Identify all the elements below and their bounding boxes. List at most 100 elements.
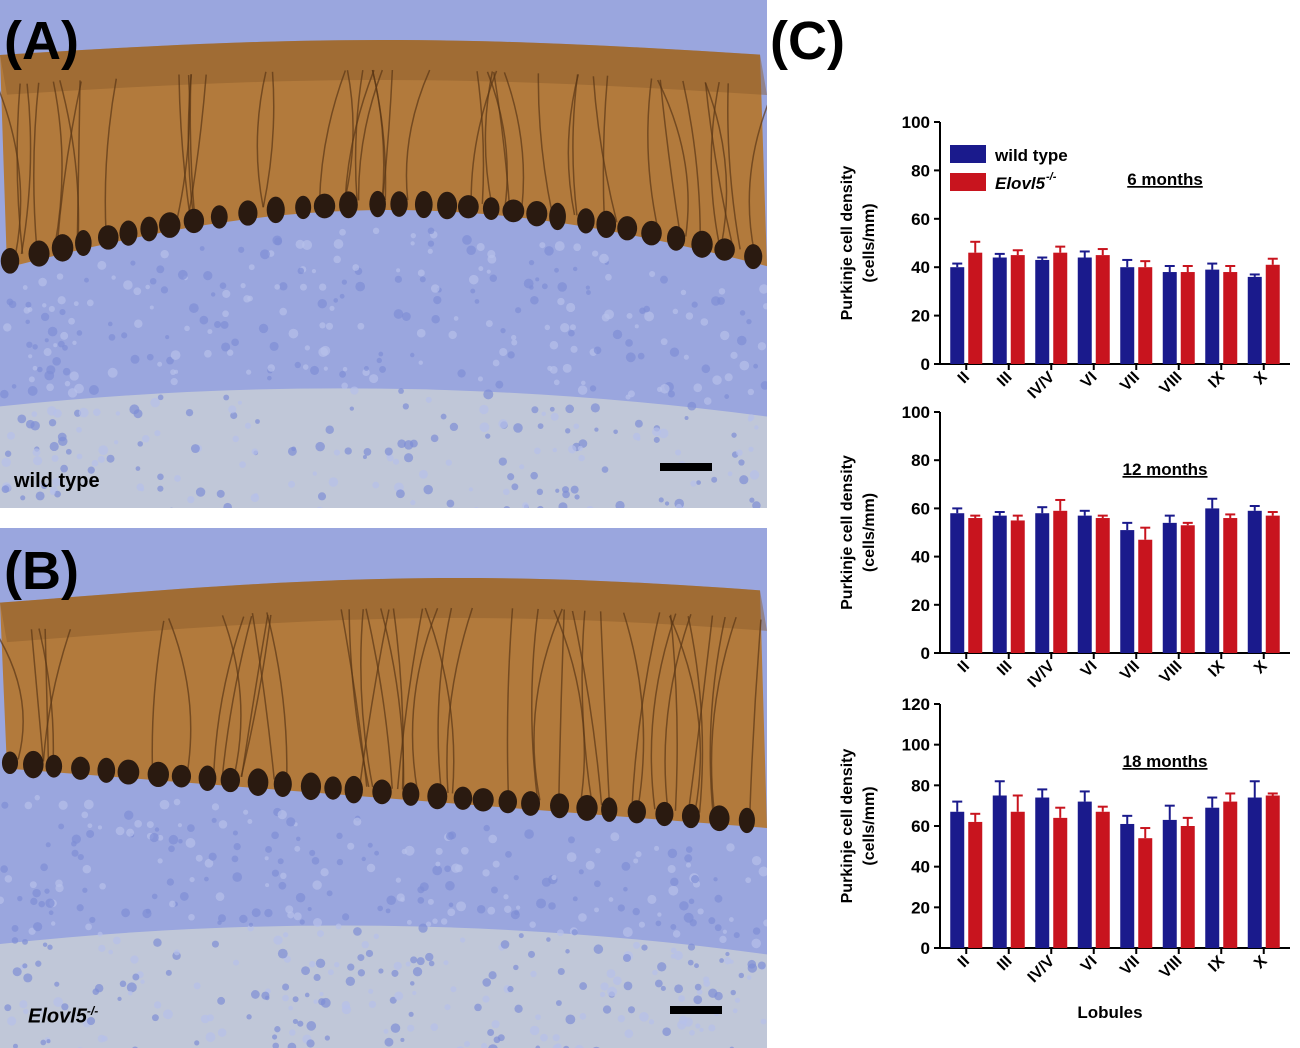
granule-cell — [265, 845, 273, 853]
granule-cell — [228, 405, 237, 414]
granule-cell — [93, 408, 101, 417]
granule-cell — [36, 481, 42, 487]
granule-cell — [60, 464, 68, 473]
granule-cell — [738, 972, 745, 979]
white-matter — [0, 925, 767, 1048]
granule-cell — [664, 501, 670, 506]
granule-cell — [589, 385, 597, 392]
purkinje-dendrite — [16, 83, 24, 254]
granule-cell — [450, 986, 457, 993]
granule-cell — [634, 324, 639, 329]
granule-cell — [264, 908, 273, 918]
purkinje-cell — [457, 195, 479, 219]
granule-cell — [427, 898, 434, 905]
granule-cell — [550, 412, 559, 421]
purkinje-cell — [372, 779, 392, 805]
granule-cell — [363, 448, 372, 456]
granule-cell — [279, 282, 288, 291]
granule-cell — [34, 794, 40, 801]
purkinje-dendrite — [0, 638, 24, 760]
purkinje-cell — [1, 751, 19, 775]
x-tick-label: VIII — [1157, 369, 1186, 398]
purkinje-dendrite — [572, 74, 579, 216]
granule-cell — [418, 360, 423, 365]
micrograph-label-elovl5: Elovl5-/- — [28, 1004, 98, 1029]
y-tick-label: 80 — [911, 161, 930, 180]
purkinje-cell — [641, 220, 662, 246]
granule-cell — [11, 937, 19, 944]
purkinje-cell — [344, 775, 363, 804]
granule-cell — [51, 454, 59, 462]
granule-cell — [84, 277, 89, 283]
granule-cell — [565, 1014, 576, 1025]
granule-cell — [708, 917, 716, 925]
granule-cell — [558, 502, 568, 508]
granule-cell — [747, 417, 753, 422]
granule-cell — [312, 880, 322, 890]
granule-cell — [189, 303, 199, 313]
granule-cell — [574, 494, 580, 500]
granule-cell — [549, 340, 559, 350]
granule-cell — [574, 1044, 584, 1048]
granule-cell — [478, 266, 484, 272]
granule-cell — [483, 824, 490, 832]
purkinje-dendrite — [748, 619, 762, 817]
granule-cell — [1, 801, 9, 809]
bar — [992, 515, 1007, 653]
bar — [1010, 811, 1025, 948]
granule-cell — [211, 817, 217, 823]
granule-cell — [4, 1004, 12, 1012]
granule-cell — [593, 944, 604, 954]
granule-cell — [624, 1029, 634, 1039]
granule-cell — [571, 929, 578, 936]
granule-cell — [99, 882, 106, 890]
granule-cell — [222, 289, 231, 298]
granule-cell — [277, 858, 284, 865]
granule-cell — [344, 447, 352, 455]
granule-cell — [91, 459, 99, 467]
granule-cell — [151, 893, 158, 900]
granule-cell — [688, 898, 695, 905]
purkinje-cell — [601, 797, 618, 822]
granule-cell — [94, 983, 104, 993]
granule-cell — [647, 894, 657, 904]
purkinje-cell — [655, 801, 674, 827]
granule-cell — [687, 943, 696, 951]
purkinje-dendrite — [668, 615, 702, 813]
granule-cell — [680, 289, 687, 296]
granule-cell — [211, 803, 220, 811]
granule-cell — [333, 239, 344, 249]
granule-cell — [231, 855, 239, 863]
granule-cell — [246, 1014, 252, 1020]
granule-cell — [739, 475, 749, 485]
granule-cell — [633, 941, 641, 949]
granule-cell — [7, 1016, 17, 1026]
purkinje-dendrite — [44, 628, 50, 762]
granule-cell — [28, 927, 36, 935]
granule-cell — [668, 885, 679, 896]
granule-cell — [514, 1004, 523, 1013]
granule-cell — [71, 840, 77, 847]
x-tick-label: IX — [1205, 953, 1228, 976]
granule-cell — [621, 861, 631, 871]
granule-cell — [579, 1013, 587, 1020]
white-matter — [0, 388, 767, 508]
granule-cell — [726, 843, 735, 852]
scale-bar — [670, 1006, 722, 1014]
granule-cell — [760, 1018, 767, 1025]
granule-cell — [687, 959, 694, 966]
granule-cell — [127, 990, 133, 996]
granule-cell — [49, 441, 59, 452]
granule-cell — [12, 1043, 18, 1048]
granule-cell — [610, 832, 620, 842]
granule-cell — [464, 1040, 471, 1048]
granule-cell — [233, 959, 240, 966]
granule-cell — [57, 432, 67, 442]
purkinje-dendrite — [710, 616, 737, 814]
granule-cell — [534, 447, 541, 455]
granule-cell — [248, 922, 254, 927]
granule-cell — [535, 1045, 541, 1048]
granule-cell — [418, 923, 428, 933]
x-tick-label: IX — [1205, 369, 1228, 392]
bar — [1205, 269, 1220, 364]
